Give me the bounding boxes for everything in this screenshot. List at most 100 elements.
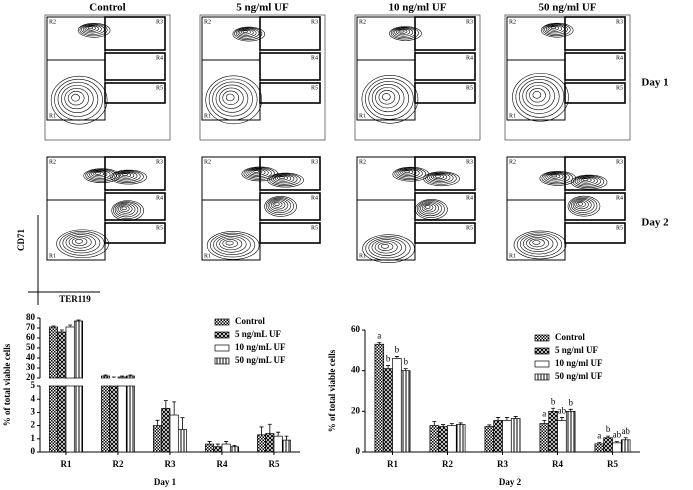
gate-label: R3 xyxy=(616,19,623,25)
plot-frame xyxy=(44,14,171,141)
contour xyxy=(396,168,423,179)
y-tick-label: 2 xyxy=(31,420,36,430)
significance-label: b xyxy=(568,397,573,407)
contour xyxy=(222,90,240,105)
error-bar xyxy=(232,445,237,447)
plot-frame xyxy=(505,155,630,280)
contour xyxy=(571,197,595,213)
bar xyxy=(117,376,127,379)
error-bar xyxy=(163,400,168,409)
contour xyxy=(576,176,598,186)
gate xyxy=(414,192,476,221)
bar xyxy=(620,439,631,453)
significance-label: ab xyxy=(558,405,567,415)
contour xyxy=(83,168,120,184)
contour xyxy=(545,172,567,182)
contour xyxy=(274,202,280,206)
contour xyxy=(404,170,411,174)
error-bar xyxy=(76,319,81,321)
contour xyxy=(418,201,442,217)
bar xyxy=(429,425,440,453)
bar xyxy=(493,420,503,453)
gate-label: R3 xyxy=(156,159,163,165)
error-bar xyxy=(551,407,556,412)
gate xyxy=(259,16,321,51)
y-tick-label: 1 xyxy=(31,433,36,443)
contour xyxy=(219,237,243,251)
contour xyxy=(62,232,101,254)
flow-plot: R1 R2 R3 R4 R5 xyxy=(355,155,480,280)
error-bar xyxy=(606,435,611,438)
error-bar xyxy=(559,417,564,421)
bar xyxy=(153,425,163,453)
gate xyxy=(414,156,476,191)
error-bar xyxy=(568,408,573,412)
bar xyxy=(73,385,83,453)
gate xyxy=(104,222,166,244)
contour xyxy=(394,167,426,181)
gate-label: R1 xyxy=(359,253,366,259)
significance-label: ab xyxy=(621,426,630,436)
flow-plot: R1 R2 R3 R4 R5 xyxy=(504,14,631,141)
error-bar xyxy=(120,375,125,377)
plot-frame xyxy=(354,14,481,141)
gate-label: R5 xyxy=(311,225,318,231)
flow-plot: R1 R2 R3 R4 R5 xyxy=(505,155,630,280)
contour xyxy=(86,25,96,31)
contour xyxy=(389,26,422,41)
significance-label: b xyxy=(551,396,556,406)
contour xyxy=(89,170,111,179)
bar xyxy=(438,426,448,453)
contour xyxy=(249,169,266,176)
contour xyxy=(512,72,569,122)
gate-label: R2 xyxy=(509,19,516,25)
contour xyxy=(205,75,263,125)
bar xyxy=(49,385,59,453)
gate-label: R4 xyxy=(616,55,623,61)
gate xyxy=(564,222,626,244)
contour xyxy=(119,205,130,212)
contour xyxy=(237,28,257,38)
contour xyxy=(578,177,595,184)
gate-label: R1 xyxy=(509,113,516,119)
significance-label: b xyxy=(386,354,391,364)
contour xyxy=(79,23,108,37)
bar xyxy=(57,331,67,379)
gate-label: R2 xyxy=(204,19,211,25)
contour xyxy=(110,169,147,185)
gate xyxy=(414,16,476,51)
gate xyxy=(564,82,626,104)
contour xyxy=(239,29,254,36)
gate-label: R1 xyxy=(359,113,366,119)
error-bar xyxy=(597,442,602,444)
legend-swatch xyxy=(534,347,550,355)
bar xyxy=(612,442,622,453)
gate-label: R4 xyxy=(466,55,473,61)
error-bar xyxy=(377,342,382,345)
bar xyxy=(502,420,512,453)
contour xyxy=(433,174,445,180)
contour xyxy=(567,195,601,217)
contour xyxy=(264,196,297,217)
contour xyxy=(375,87,400,109)
gate xyxy=(104,52,166,81)
gate xyxy=(259,222,321,244)
contour xyxy=(114,202,139,218)
contour xyxy=(529,238,545,248)
contour xyxy=(394,27,414,37)
contour xyxy=(425,172,457,185)
error-bar xyxy=(542,420,547,424)
bar xyxy=(594,443,605,453)
significance-label: b xyxy=(606,424,611,434)
error-bar xyxy=(59,329,64,332)
y-tick-label: 60 xyxy=(351,324,361,334)
legend-swatch xyxy=(534,373,550,381)
gate-label: R2 xyxy=(359,159,366,165)
plot-frame xyxy=(200,155,325,280)
legend-swatch xyxy=(214,344,230,352)
gate xyxy=(414,82,476,104)
y-tick-label: 70 xyxy=(26,322,36,332)
contour xyxy=(368,81,410,116)
contour xyxy=(582,178,589,182)
contour xyxy=(265,197,294,215)
